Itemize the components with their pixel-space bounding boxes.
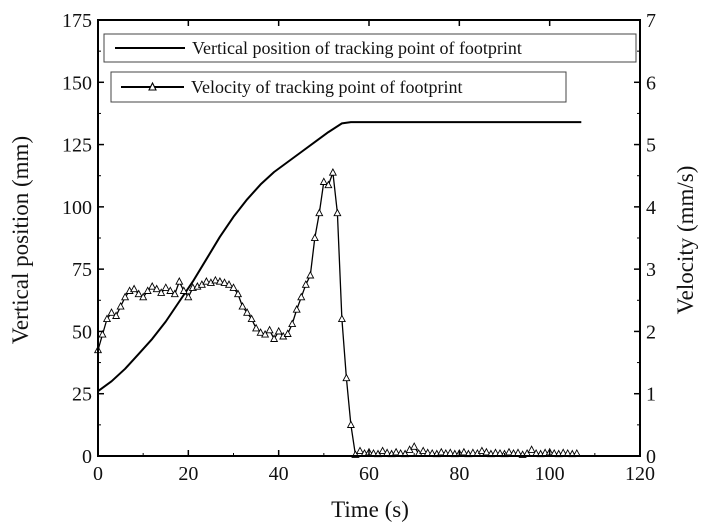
velocity-point	[527, 445, 536, 453]
series-line-position	[97, 121, 582, 393]
legend-item-position: Vertical position of tracking point of f…	[103, 33, 637, 63]
velocity-point	[112, 311, 121, 319]
velocity-point	[247, 314, 256, 323]
velocity-point	[328, 168, 337, 176]
y2-tick-label: 2	[646, 321, 656, 343]
x-tick-label: 60	[359, 463, 379, 485]
y-tick-label: 175	[62, 10, 92, 32]
velocity-point	[274, 326, 283, 335]
legend-box-position	[103, 33, 637, 63]
y2-tick-label: 4	[646, 197, 656, 219]
velocity-point	[166, 286, 175, 294]
series-group	[93, 121, 582, 458]
velocity-point	[229, 283, 238, 291]
velocity-point	[306, 270, 315, 279]
velocity-point	[346, 420, 355, 428]
y-tick-label: 75	[72, 259, 92, 281]
velocity-point	[256, 328, 265, 336]
velocity-point	[392, 447, 401, 456]
y-tick-label: 50	[72, 321, 92, 343]
velocity-point	[130, 284, 139, 293]
velocity-point	[202, 277, 211, 285]
y2-tick-label: 6	[646, 72, 656, 94]
velocity-point	[482, 447, 491, 456]
velocity-point	[134, 289, 143, 298]
legend-label-velocity: Velocity of tracking point of footprint	[191, 77, 462, 97]
velocity-point	[283, 329, 292, 337]
velocity-point	[297, 292, 306, 301]
velocity-point	[184, 292, 193, 301]
y-axis-label: Vertical position (mm)	[8, 136, 33, 344]
velocity-point	[175, 277, 184, 285]
velocity-point	[170, 289, 179, 298]
velocity-point	[324, 180, 333, 189]
velocity-point	[143, 286, 152, 294]
velocity-point	[179, 286, 188, 294]
y2-tick-label: 3	[646, 259, 656, 281]
velocity-point	[301, 280, 310, 288]
velocity-point	[477, 446, 486, 455]
velocity-point	[220, 278, 229, 286]
legend-box-velocity	[110, 71, 567, 103]
velocity-point	[319, 177, 328, 185]
y-tick-label: 150	[62, 72, 92, 94]
velocity-point	[157, 288, 166, 296]
y-tick-label: 125	[62, 135, 92, 157]
y-tick-label: 100	[62, 197, 92, 219]
velocity-point	[288, 319, 297, 328]
legend-label-position: Vertical position of tracking point of f…	[192, 38, 522, 58]
legend-item-velocity: Velocity of tracking point of footprint	[110, 71, 567, 103]
velocity-point	[265, 325, 274, 334]
velocity-point	[233, 289, 243, 298]
x-tick-label: 100	[535, 463, 565, 485]
velocity-point	[419, 446, 428, 455]
velocity-point	[121, 292, 130, 301]
x-tick-label: 0	[93, 463, 103, 485]
velocity-point	[337, 314, 346, 323]
velocity-point	[152, 284, 161, 293]
velocity-point	[98, 329, 107, 338]
velocity-point	[211, 275, 220, 284]
y2-tick-label: 5	[646, 135, 656, 157]
velocity-point	[116, 301, 125, 310]
y2-axis-label: Velocity (mm/s)	[673, 166, 698, 315]
velocity-point	[333, 208, 342, 217]
velocity-point	[437, 447, 446, 456]
axes-group: 0 20 40 60 80 100 1200255075100125150175012345…	[62, 10, 656, 485]
x-axis-label: Time (s)	[331, 497, 409, 522]
velocity-point	[243, 308, 252, 316]
velocity-point	[459, 447, 468, 456]
y2-tick-label: 7	[646, 10, 656, 32]
x-tick-label: 40	[269, 463, 289, 485]
velocity-point	[315, 208, 324, 217]
velocity-point	[148, 282, 157, 290]
x-tick-label: 120	[625, 463, 655, 485]
velocity-point	[310, 233, 319, 242]
velocity-point	[107, 308, 116, 316]
velocity-point	[102, 314, 112, 323]
velocity-point	[378, 446, 387, 455]
legend-marker-triangle-icon	[148, 81, 157, 91]
velocity-point	[261, 329, 270, 338]
velocity-point	[292, 305, 301, 313]
x-tick-label: 20	[178, 463, 198, 485]
x-tick-label: 80	[449, 463, 469, 485]
velocity-point	[161, 283, 170, 291]
velocity-point	[504, 447, 514, 456]
velocity-point	[355, 446, 365, 455]
y2-tick-label: 0	[646, 446, 656, 468]
y2-tick-label: 1	[646, 384, 656, 406]
velocity-point	[252, 323, 261, 332]
velocity-point	[224, 280, 234, 288]
velocity-point	[270, 334, 279, 342]
velocity-point	[215, 277, 225, 285]
velocity-point	[238, 301, 247, 310]
velocity-point	[410, 442, 419, 450]
velocity-point	[342, 373, 351, 382]
velocity-point	[139, 292, 148, 301]
y-tick-label: 0	[82, 446, 92, 468]
y-tick-label: 25	[72, 384, 92, 406]
